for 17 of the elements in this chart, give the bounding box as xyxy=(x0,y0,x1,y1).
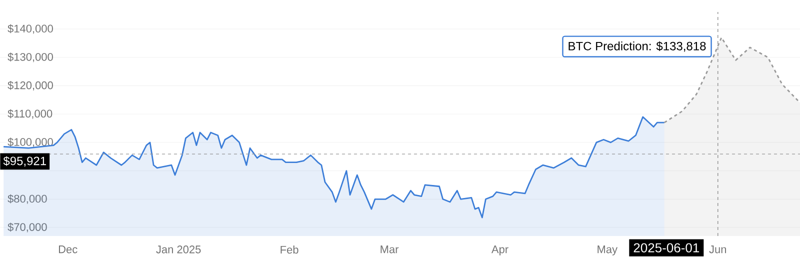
x-tick-label: Dec xyxy=(58,246,78,254)
y-tick-label: $110,000 xyxy=(8,109,52,119)
y-tick-label: $100,000 xyxy=(8,138,53,148)
x-tick-label: Apr xyxy=(491,246,508,256)
y-tick-label: $130,000 xyxy=(8,52,53,62)
y-tick-label: $140,000 xyxy=(8,24,53,34)
x-tick-label: Jun xyxy=(709,246,726,254)
y-tick-label: $120,000 xyxy=(8,80,53,90)
x-tick-label: Feb xyxy=(280,246,298,254)
y-tick-label: $70,000 xyxy=(8,222,47,232)
x-tick-label: Jan 2025 xyxy=(156,246,201,254)
x-tick-label: May xyxy=(598,246,618,256)
ref-line-label: 2025-06-01 xyxy=(634,243,700,252)
ref-line-label: $95,921 xyxy=(3,156,46,167)
y-tick-label: $80,000 xyxy=(8,194,47,204)
x-tick-label: Mar xyxy=(380,246,399,254)
annotation: BTC Prediction: $133,818 xyxy=(568,41,706,52)
